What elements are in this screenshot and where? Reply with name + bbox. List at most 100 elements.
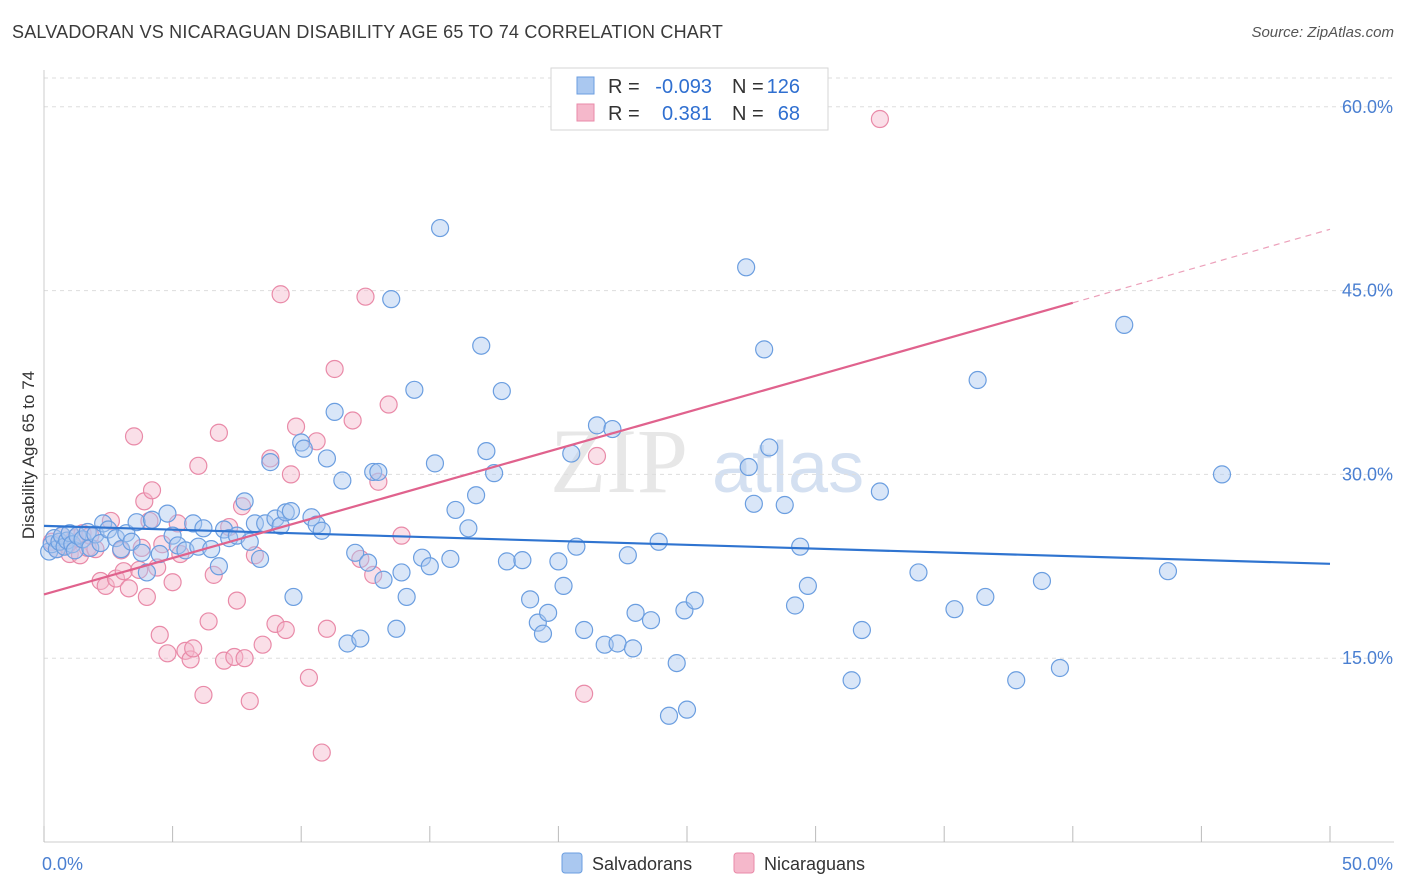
salvadorans-point (194, 519, 213, 538)
legend-r-value-1: -0.093 (655, 76, 712, 98)
y-axis-title: Disability Age 65 to 74 (19, 371, 38, 539)
legend-r-value-2: 0.381 (662, 103, 712, 125)
salvadorans-point (1007, 671, 1026, 690)
salvadorans-point (312, 521, 331, 540)
nicaraguans-point (163, 573, 182, 592)
y-tick-label: 60.0% (1342, 97, 1393, 117)
salvadorans-point (641, 611, 661, 630)
salvadorans-point (595, 635, 614, 654)
salvadorans-point (945, 600, 964, 619)
nicaraguans-point (235, 649, 254, 668)
salvadorans-point (137, 563, 156, 582)
salvadorans-point (425, 454, 445, 473)
y-tick-label: 15.0% (1342, 648, 1393, 668)
salvadorans-point (1032, 571, 1052, 591)
nicaraguans-point (158, 644, 177, 663)
nicaraguans-point (369, 472, 388, 491)
legend-n-value-2: 68 (778, 103, 800, 125)
bottom-legend-label-nicaraguans: Nicaraguans (764, 854, 865, 874)
salvadorans-point (852, 620, 871, 640)
salvadorans-point (677, 700, 697, 719)
salvadorans-point (798, 576, 817, 595)
salvadorans-point (392, 563, 411, 582)
bottom-legend-swatch-nicaraguans (733, 852, 755, 874)
nicaraguans-point (137, 587, 156, 607)
nicaraguans-point (356, 287, 375, 306)
salvadorans-point (369, 462, 388, 482)
salvadorans-point (775, 495, 794, 515)
salvadorans-point (317, 449, 337, 468)
chart-title: SALVADORAN VS NICARAGUAN DISABILITY AGE … (12, 22, 724, 42)
nicaraguans-point (119, 579, 138, 598)
legend-n-value-1: 126 (767, 76, 800, 98)
nicaraguans-point (299, 668, 319, 687)
source-label: Source: ZipAtlas.com (1251, 24, 1394, 41)
legend-r-label-2: R = (608, 103, 640, 125)
nicaraguans-point (194, 685, 213, 705)
salvadorans-point (420, 557, 439, 576)
nicaraguans-trend-line (43, 301, 1074, 596)
nicaraguans-point (184, 639, 203, 658)
bottom-legend-label-salvadorans: Salvadorans (592, 854, 692, 874)
salvadorans-point (785, 596, 805, 615)
salvadorans-point (659, 706, 679, 725)
salvadorans-point (158, 504, 177, 523)
nicaraguans-point (240, 691, 259, 711)
nicaraguans-point (227, 591, 246, 610)
salvadorans-point (608, 634, 627, 653)
salvadorans-point (466, 486, 486, 505)
salvadorans-point (358, 553, 378, 572)
stats-legend: R = -0.093 N = 126 R = 0.381 N = 68 (550, 67, 829, 131)
salvadorans-point (554, 576, 573, 595)
salvadorans-point (649, 532, 668, 551)
nicaraguans-point (281, 465, 301, 484)
salvadorans-point (603, 419, 622, 439)
salvadorans-point (382, 290, 401, 309)
nicaraguans-point (379, 395, 398, 414)
salvadorans-point (744, 494, 763, 513)
nicaraguans-point (209, 423, 228, 442)
salvadorans-point (968, 370, 987, 390)
watermark-zip: ZIP (550, 410, 688, 512)
watermark-atlas: atlas (712, 428, 864, 508)
salvadorans-point (351, 629, 370, 648)
salvadorans-point (739, 457, 758, 477)
nicaraguans-point (253, 635, 272, 654)
salvadorans-point (184, 514, 203, 533)
salvadorans-point (346, 543, 365, 562)
trend-lines (43, 228, 1331, 596)
axes (43, 70, 1394, 843)
salvadorans-point (132, 543, 151, 562)
salvadorans-point (477, 441, 496, 461)
salvadorans-point (667, 653, 686, 673)
salvadorans-point (294, 439, 313, 458)
nicaraguans-point (232, 497, 252, 516)
salvadorans-point (374, 570, 393, 589)
salvadorans-point (513, 551, 532, 570)
salvadorans-point (127, 513, 146, 532)
salvadorans-point (163, 526, 182, 545)
salvadorans-point (1050, 658, 1070, 678)
nicaraguans-point (132, 538, 151, 558)
salvadorans-point (533, 624, 553, 643)
salvadorans-point (497, 552, 517, 571)
legend-swatch-salvadorans (576, 76, 595, 95)
salvadorans-point (685, 591, 704, 610)
legend-r-label-1: R = (608, 76, 640, 98)
salvadorans-point (1158, 562, 1178, 581)
salvadorans-point (209, 557, 228, 576)
nicaraguans-point (181, 650, 200, 669)
salvadorans-point (387, 619, 406, 638)
nicaraguans-point (189, 456, 208, 475)
x-tick-labels: 0.0% 50.0% (42, 854, 1393, 874)
nicaraguans-point (286, 417, 306, 436)
salvadorans-point (281, 502, 301, 521)
nicaraguans-point (266, 614, 285, 633)
grid-lines (44, 77, 1394, 659)
nicaraguans-trend-extension (1072, 228, 1331, 304)
legend-swatch-nicaraguans (576, 103, 595, 122)
nicaraguans-point (204, 565, 223, 584)
y-tick-labels: 15.0% 30.0% 45.0% 60.0% (1342, 97, 1393, 668)
salvadorans-trend-line (43, 524, 1331, 565)
